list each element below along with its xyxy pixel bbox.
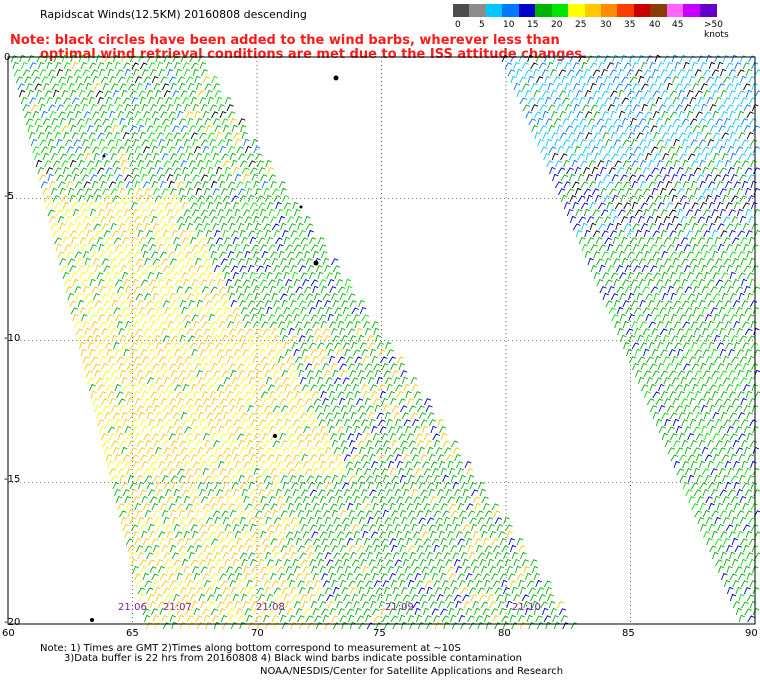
legend-swatch xyxy=(600,4,618,17)
lon-label-75: 75 xyxy=(373,628,386,639)
legend-swatch xyxy=(551,4,569,17)
legend-label: 10 xyxy=(503,20,515,30)
island-marker xyxy=(273,434,277,438)
legend-swatch xyxy=(535,4,553,17)
legend-swatch xyxy=(683,4,701,17)
attitude-note: Note: black circles have been added to t… xyxy=(10,34,587,62)
wind-barb-group xyxy=(213,166,760,630)
legend-label: 0 xyxy=(455,20,461,30)
time-label-2110: 21:10 xyxy=(512,602,541,613)
legend-swatch xyxy=(633,4,651,17)
wind-barb-group xyxy=(510,54,760,238)
island-marker xyxy=(333,75,339,81)
lat-lon-grid xyxy=(8,57,755,624)
wind-barbs xyxy=(10,54,760,630)
lon-label-70: 70 xyxy=(251,628,264,639)
legend-swatch xyxy=(617,4,635,17)
attitude-note-line-1: Note: black circles have been added to t… xyxy=(10,33,560,48)
island-markers xyxy=(90,75,339,622)
legend-swatch xyxy=(568,4,585,17)
legend-label: 15 xyxy=(527,20,539,30)
lat-label-10: -10 xyxy=(4,333,21,344)
legend-label: 35 xyxy=(624,20,636,30)
wind-barb-group xyxy=(31,54,565,630)
island-marker xyxy=(90,618,94,622)
map-frame xyxy=(7,56,756,625)
legend-swatch xyxy=(469,4,487,17)
legend-label: 40 xyxy=(649,20,661,30)
legend-label: 30 xyxy=(600,20,612,30)
legend-swatch xyxy=(485,4,503,17)
legend-label-max: >50 knots xyxy=(704,20,729,40)
lat-label-20: -20 xyxy=(4,617,21,628)
attitude-note-line-2: optimal wind retrieval conditions are me… xyxy=(40,47,587,62)
lon-label-90: 90 xyxy=(745,628,758,639)
time-label-2106: 21:06 xyxy=(118,602,147,613)
legend-label: 45 xyxy=(672,20,684,30)
legend-swatch xyxy=(666,4,684,17)
island-marker xyxy=(299,205,303,209)
lon-label-85: 85 xyxy=(622,628,635,639)
footer-note-1: Note: 1) Times are GMT 2)Times along bot… xyxy=(40,643,461,654)
wind-barb-group xyxy=(14,54,759,602)
wind-barb-group xyxy=(19,54,759,238)
lat-label-5: -5 xyxy=(4,191,14,202)
footer-note-2: 3)Data buffer is 22 hrs from 20160808 4)… xyxy=(64,653,522,664)
time-label-2108: 21:08 xyxy=(256,602,285,613)
time-label-2107: 21:07 xyxy=(163,602,192,613)
footer-credit: NOAA/NESDIS/Center for Satellite Applica… xyxy=(260,666,564,677)
lon-label-60: 60 xyxy=(2,628,15,639)
legend-swatch xyxy=(453,4,470,17)
legend-label: 25 xyxy=(575,20,587,30)
wind-barb-group xyxy=(45,194,346,630)
lat-label-15: -15 xyxy=(4,474,21,485)
legend-label: 20 xyxy=(551,20,563,30)
wind-speed-color-legend: 0 5 10 15 20 25 30 35 40 45 >50 knots xyxy=(453,4,729,40)
legend-swatch xyxy=(699,4,717,17)
legend-swatch xyxy=(584,4,602,17)
legend-label: 5 xyxy=(479,20,485,30)
legend-swatch xyxy=(502,4,520,17)
time-label-2109: 21:09 xyxy=(385,602,414,613)
lon-label-65: 65 xyxy=(126,628,139,639)
legend-swatch xyxy=(650,4,668,17)
lon-label-80: 80 xyxy=(498,628,511,639)
island-marker xyxy=(102,154,106,158)
wind-barb-group xyxy=(10,54,760,630)
island-marker xyxy=(313,260,319,266)
lat-label-0: 0 xyxy=(4,52,11,63)
legend-swatch xyxy=(518,4,536,17)
figure-title: Rapidscat Winds(12.5KM) 20160808 descend… xyxy=(40,8,307,21)
